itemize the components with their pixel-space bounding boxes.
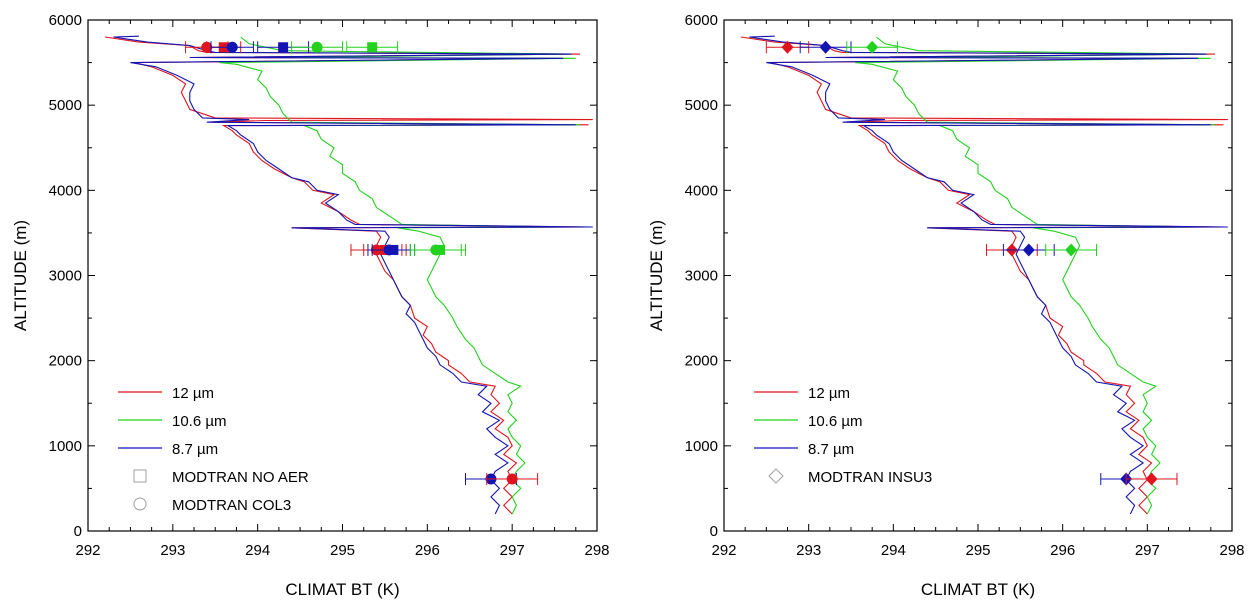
x-axis-label: CLIMAT BT (K) bbox=[921, 580, 1035, 599]
series-line bbox=[113, 35, 593, 515]
series-line bbox=[855, 36, 1216, 515]
series-line bbox=[749, 35, 1228, 515]
y-tick-label: 2000 bbox=[685, 353, 718, 370]
series-line bbox=[219, 36, 581, 515]
x-tick-label: 296 bbox=[1050, 542, 1075, 559]
diamond-marker bbox=[819, 40, 832, 54]
legend-circle-symbol bbox=[133, 497, 147, 511]
x-tick-label: 292 bbox=[711, 542, 736, 559]
x-axis: 292 293 294 295 296 297 298 bbox=[75, 20, 610, 559]
profile-lines bbox=[740, 35, 1228, 515]
y-axis: 0 1000 2000 3000 4000 5000 6000 bbox=[49, 12, 597, 540]
x-tick-label: 293 bbox=[160, 542, 185, 559]
diamond-marker bbox=[1022, 243, 1035, 257]
legend-label: MODTRAN NO AER bbox=[172, 469, 309, 486]
y-tick-label: 2000 bbox=[49, 353, 82, 370]
legend-label: 8.7 µm bbox=[808, 441, 854, 458]
model-markers bbox=[765, 40, 1178, 486]
legend: 12 µm 10.6 µm 8.7 µm MODTRAN INSU3 bbox=[754, 385, 932, 486]
y-tick-label: 1000 bbox=[685, 438, 718, 455]
y-tick-label: 3000 bbox=[49, 268, 82, 285]
plot-frame bbox=[723, 19, 1233, 532]
square-marker bbox=[278, 42, 289, 53]
x-axis-label: CLIMAT BT (K) bbox=[285, 580, 399, 599]
circle-marker bbox=[226, 41, 238, 53]
y-axis-label: ALTITUDE (m) bbox=[647, 220, 666, 331]
legend: 12 µm 10.6 µm 8.7 µm MODTRAN NO AER MODTRAN … bbox=[118, 385, 309, 514]
x-tick-label: 297 bbox=[1135, 542, 1160, 559]
legend-label: 12 µm bbox=[808, 385, 850, 402]
right-chart-panel: 292 293 294 295 296 297 298 0 1000 2000 3000 4000 50… bbox=[647, 12, 1245, 599]
legend-label: 12 µm bbox=[172, 385, 214, 402]
x-tick-label: 294 bbox=[881, 542, 906, 559]
x-tick-label: 297 bbox=[500, 542, 525, 559]
y-tick-label: 0 bbox=[710, 523, 718, 540]
y-tick-label: 0 bbox=[74, 523, 82, 540]
y-tick-label: 1000 bbox=[49, 438, 82, 455]
y-axis-label: ALTITUDE (m) bbox=[11, 220, 30, 331]
diamond-marker bbox=[866, 40, 879, 54]
y-axis: 0 1000 2000 3000 4000 5000 6000 bbox=[685, 12, 1232, 540]
model-markers bbox=[185, 41, 539, 486]
square-marker bbox=[388, 244, 399, 255]
left-chart-panel: 292 293 294 295 296 297 298 0 1000 2000 3000 4000 50… bbox=[11, 12, 610, 599]
diamond-marker bbox=[1065, 243, 1078, 257]
square-marker bbox=[435, 244, 446, 255]
y-tick-label: 5000 bbox=[685, 97, 718, 114]
x-tick-label: 294 bbox=[245, 542, 270, 559]
legend-label: 10.6 µm bbox=[808, 413, 863, 430]
x-tick-label: 298 bbox=[584, 542, 609, 559]
legend-label: MODTRAN INSU3 bbox=[808, 469, 932, 486]
square-marker bbox=[367, 42, 378, 53]
x-tick-label: 298 bbox=[1219, 542, 1244, 559]
diamond-marker bbox=[781, 40, 794, 54]
legend-label: 10.6 µm bbox=[172, 413, 227, 430]
diamond-marker bbox=[1145, 472, 1158, 486]
y-tick-label: 5000 bbox=[49, 97, 82, 114]
plot-frame bbox=[87, 19, 598, 532]
legend-square-symbol bbox=[133, 469, 147, 483]
x-tick-label: 296 bbox=[415, 542, 440, 559]
profile-lines bbox=[104, 35, 593, 515]
circle-marker bbox=[506, 473, 518, 485]
y-tick-label: 6000 bbox=[685, 12, 718, 29]
y-tick-label: 6000 bbox=[49, 12, 82, 29]
y-tick-label: 4000 bbox=[49, 182, 82, 199]
y-tick-label: 3000 bbox=[685, 268, 718, 285]
legend-label: MODTRAN COL3 bbox=[172, 497, 291, 514]
x-tick-label: 292 bbox=[75, 542, 100, 559]
y-tick-label: 4000 bbox=[685, 182, 718, 199]
x-tick-label: 295 bbox=[330, 542, 355, 559]
x-axis: 292 293 294 295 296 297 298 bbox=[711, 20, 1245, 559]
x-tick-label: 293 bbox=[796, 542, 821, 559]
x-tick-label: 295 bbox=[965, 542, 990, 559]
legend-label: 8.7 µm bbox=[172, 441, 218, 458]
legend-diamond-symbol bbox=[768, 468, 784, 484]
circle-marker bbox=[311, 41, 323, 53]
